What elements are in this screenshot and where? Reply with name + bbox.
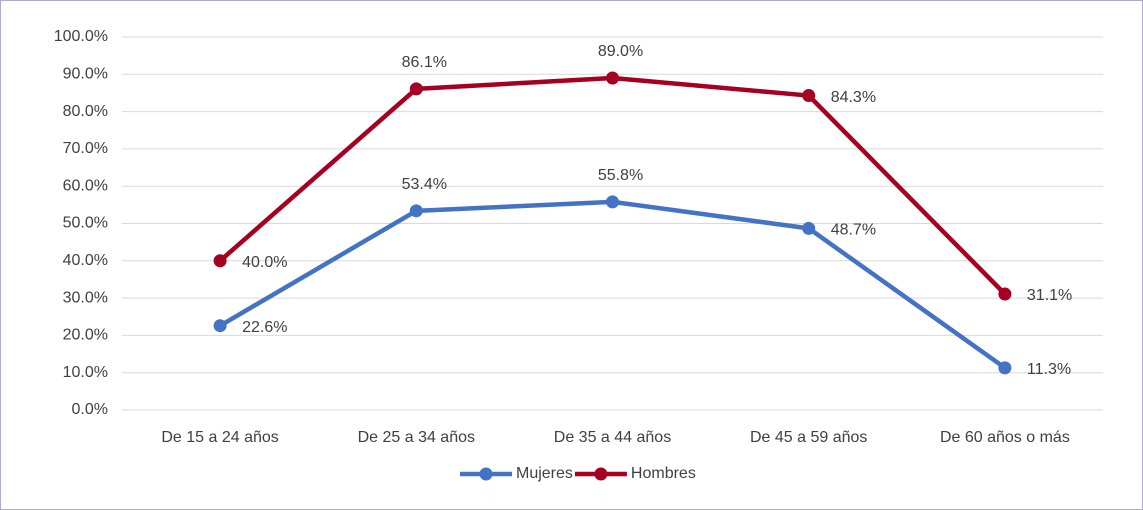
data-label: 11.3% (1027, 361, 1071, 378)
y-tick-label: 80.0% (63, 103, 108, 120)
data-point (213, 319, 227, 333)
y-tick-label: 90.0% (63, 66, 108, 83)
y-tick-label: 20.0% (63, 327, 108, 344)
y-tick-label: 60.0% (63, 177, 108, 194)
data-point (998, 287, 1012, 301)
x-tick-label: De 45 a 59 años (750, 429, 867, 446)
data-label: 55.8% (598, 167, 643, 184)
data-point (606, 71, 619, 85)
legend-label: Hombres (631, 465, 696, 482)
legend-marker (479, 467, 493, 481)
data-point (802, 221, 816, 235)
data-label: 89.0% (598, 43, 643, 60)
y-tick-label: 10.0% (63, 364, 108, 381)
y-tick-label: 70.0% (63, 140, 108, 157)
data-label: 84.3% (831, 89, 876, 106)
data-label: 40.0% (242, 254, 287, 271)
x-tick-label: De 25 a 34 años (358, 429, 475, 446)
data-label: 86.1% (402, 54, 447, 71)
y-tick-label: 50.0% (63, 215, 108, 232)
x-tick-label: De 15 a 24 años (161, 429, 278, 446)
y-tick-label: 0.0% (72, 401, 108, 418)
data-point (606, 195, 619, 209)
data-point (802, 89, 816, 103)
data-point (409, 204, 423, 218)
data-point (998, 361, 1012, 375)
legend-label: Mujeres (516, 465, 573, 482)
data-label: 53.4% (402, 176, 447, 193)
x-tick-label: De 35 a 44 años (554, 429, 671, 446)
x-tick-label: De 60 años o más (940, 429, 1070, 446)
data-point (213, 254, 227, 268)
data-label: 48.7% (831, 222, 876, 239)
data-point (409, 82, 423, 96)
y-tick-label: 30.0% (63, 289, 108, 306)
data-label: 22.6% (242, 319, 287, 336)
legend-marker (594, 467, 608, 481)
y-tick-label: 100.0% (54, 28, 108, 45)
y-tick-label: 40.0% (63, 252, 108, 269)
data-label: 31.1% (1027, 287, 1072, 304)
